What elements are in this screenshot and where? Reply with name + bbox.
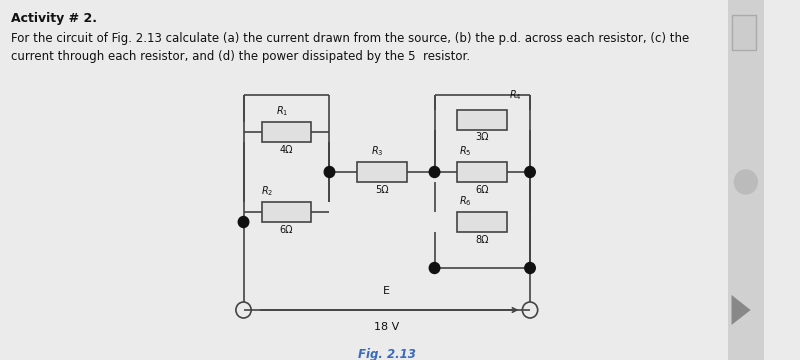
Circle shape <box>734 170 758 194</box>
Text: 6Ω: 6Ω <box>280 225 294 235</box>
Bar <box>728 0 764 360</box>
Polygon shape <box>731 295 750 325</box>
Text: For the circuit of Fig. 2.13 calculate (a) the current drawn from the source, (b: For the circuit of Fig. 2.13 calculate (… <box>11 32 690 45</box>
Circle shape <box>238 216 249 228</box>
Circle shape <box>430 166 440 177</box>
Text: 3Ω: 3Ω <box>475 132 489 142</box>
Text: Activity # 2.: Activity # 2. <box>11 12 98 25</box>
Circle shape <box>430 262 440 274</box>
Text: 8Ω: 8Ω <box>475 235 489 245</box>
Text: Fig. 2.13: Fig. 2.13 <box>358 348 416 360</box>
Text: 4Ω: 4Ω <box>280 145 294 155</box>
Text: $R_4$: $R_4$ <box>510 88 522 102</box>
Bar <box>357 162 407 182</box>
Text: $R_2$: $R_2$ <box>262 184 274 198</box>
Circle shape <box>525 166 535 177</box>
Bar <box>458 162 507 182</box>
Text: 6Ω: 6Ω <box>475 185 489 195</box>
Text: current through each resistor, and (d) the power dissipated by the 5  resistor.: current through each resistor, and (d) t… <box>11 50 470 63</box>
Text: 18 V: 18 V <box>374 322 399 332</box>
Bar <box>733 15 756 50</box>
Text: $R_6$: $R_6$ <box>458 194 471 208</box>
Bar <box>262 202 311 222</box>
Text: $R_1$: $R_1$ <box>275 104 288 118</box>
Bar <box>458 110 507 130</box>
Bar <box>458 212 507 232</box>
Circle shape <box>525 262 535 274</box>
Text: 5Ω: 5Ω <box>375 185 389 195</box>
Text: $R_3$: $R_3$ <box>371 144 383 158</box>
Text: E: E <box>383 286 390 296</box>
Text: $R_5$: $R_5$ <box>459 144 471 158</box>
Circle shape <box>324 166 334 177</box>
Bar <box>262 122 311 142</box>
